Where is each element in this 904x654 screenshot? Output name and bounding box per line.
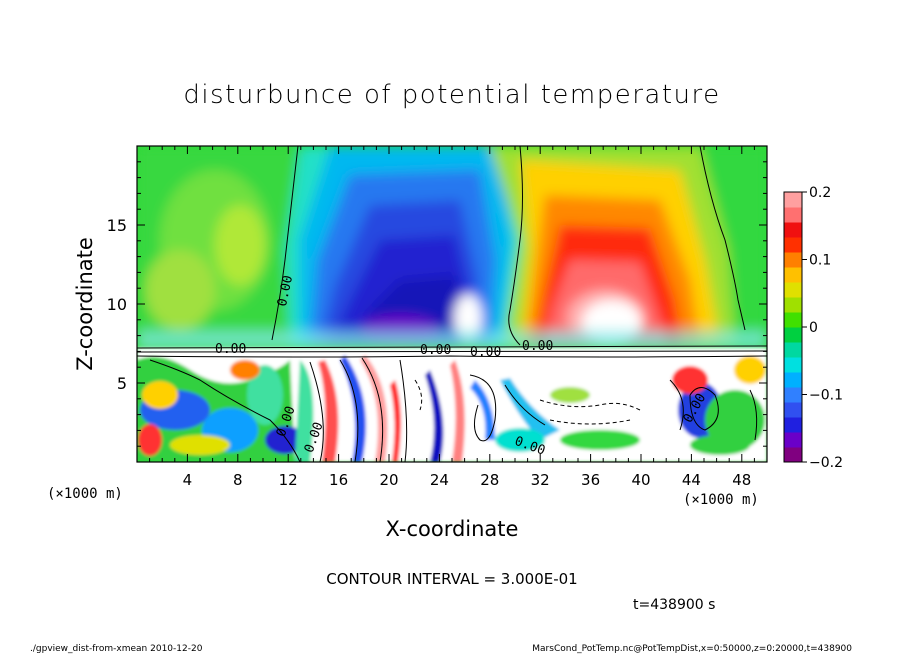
colorbar-segment bbox=[784, 402, 802, 418]
contour-label: 0.00 bbox=[470, 345, 501, 360]
colorbar-tick-label: 0.1 bbox=[809, 253, 831, 269]
colorbar-segment bbox=[784, 327, 802, 343]
x-tick-label: 16 bbox=[329, 471, 348, 489]
contour-label: 0.00 bbox=[420, 343, 451, 358]
contour-label: 0.00 bbox=[275, 274, 296, 308]
x-tick-label: 28 bbox=[480, 471, 499, 489]
chart-title: disturbunce of potential temperature bbox=[183, 80, 720, 110]
contour-lines bbox=[137, 146, 767, 462]
colorbar: 0.2 0.1 0 −0.1 −0.2 bbox=[783, 185, 843, 471]
colorbar-tick-label: −0.2 bbox=[809, 455, 843, 471]
x-tick-label: 48 bbox=[732, 471, 751, 489]
colorbar-segment bbox=[784, 447, 802, 463]
x-tick-label: 8 bbox=[233, 471, 243, 489]
y-tick-label: 5 bbox=[117, 374, 127, 393]
contour-label: 0.00 bbox=[522, 339, 553, 354]
y-tick-label: 10 bbox=[107, 295, 127, 314]
contour-interval: CONTOUR INTERVAL = 3.000E-01 bbox=[326, 570, 577, 588]
x-tick-label: 12 bbox=[279, 471, 298, 489]
colorbar-segment bbox=[784, 387, 802, 403]
colorbar-segment bbox=[784, 297, 802, 313]
contour-label: 0.00 bbox=[215, 342, 246, 357]
y-axis-title: Z-coordinate bbox=[73, 237, 97, 371]
colorbar-tick-label: 0 bbox=[809, 320, 818, 336]
colorbar-segment bbox=[784, 192, 802, 208]
colorbar-segment bbox=[784, 432, 802, 448]
x-tick-label: 44 bbox=[682, 471, 701, 489]
colorbar-segment bbox=[784, 357, 802, 373]
x-tick-label: 40 bbox=[631, 471, 650, 489]
x-axis-title: X-coordinate bbox=[386, 517, 519, 541]
dashed-contours bbox=[414, 379, 641, 425]
colorbar-segment bbox=[784, 372, 802, 388]
colorbar-segment bbox=[784, 267, 802, 283]
x-unit-right: (×1000 m) bbox=[683, 492, 759, 508]
colorbar-segment bbox=[784, 237, 802, 253]
x-tick-label: 24 bbox=[430, 471, 449, 489]
colorbar-segment bbox=[784, 342, 802, 358]
colorbar-segment bbox=[784, 252, 802, 268]
y-tick-label: 15 bbox=[107, 216, 127, 235]
x-tick-label: 32 bbox=[531, 471, 550, 489]
colorbar-tick-label: −0.1 bbox=[809, 388, 843, 404]
heatmap-plot bbox=[137, 146, 767, 462]
colorbar-segment bbox=[784, 417, 802, 433]
x-unit-left: (×1000 m) bbox=[47, 486, 123, 502]
lower-field bbox=[137, 348, 767, 462]
colorbar-tick-label: 0.2 bbox=[809, 185, 831, 201]
colorbar-segment bbox=[784, 222, 802, 238]
colorbar-segment bbox=[784, 282, 802, 298]
colorbar-segment bbox=[784, 207, 802, 223]
x-tick-label: 20 bbox=[379, 471, 398, 489]
footer-left: ./gpview_dist-from-xmean 2010-12-20 bbox=[30, 644, 203, 654]
colorbar-segment bbox=[784, 312, 802, 328]
time-label: t=438900 s bbox=[633, 597, 715, 613]
x-tick-label: 36 bbox=[581, 471, 600, 489]
upper-field bbox=[137, 146, 767, 350]
x-tick-label: 4 bbox=[183, 471, 193, 489]
footer-right: MarsCond_PotTemp.nc@PotTempDist,x=0:5000… bbox=[532, 644, 852, 654]
